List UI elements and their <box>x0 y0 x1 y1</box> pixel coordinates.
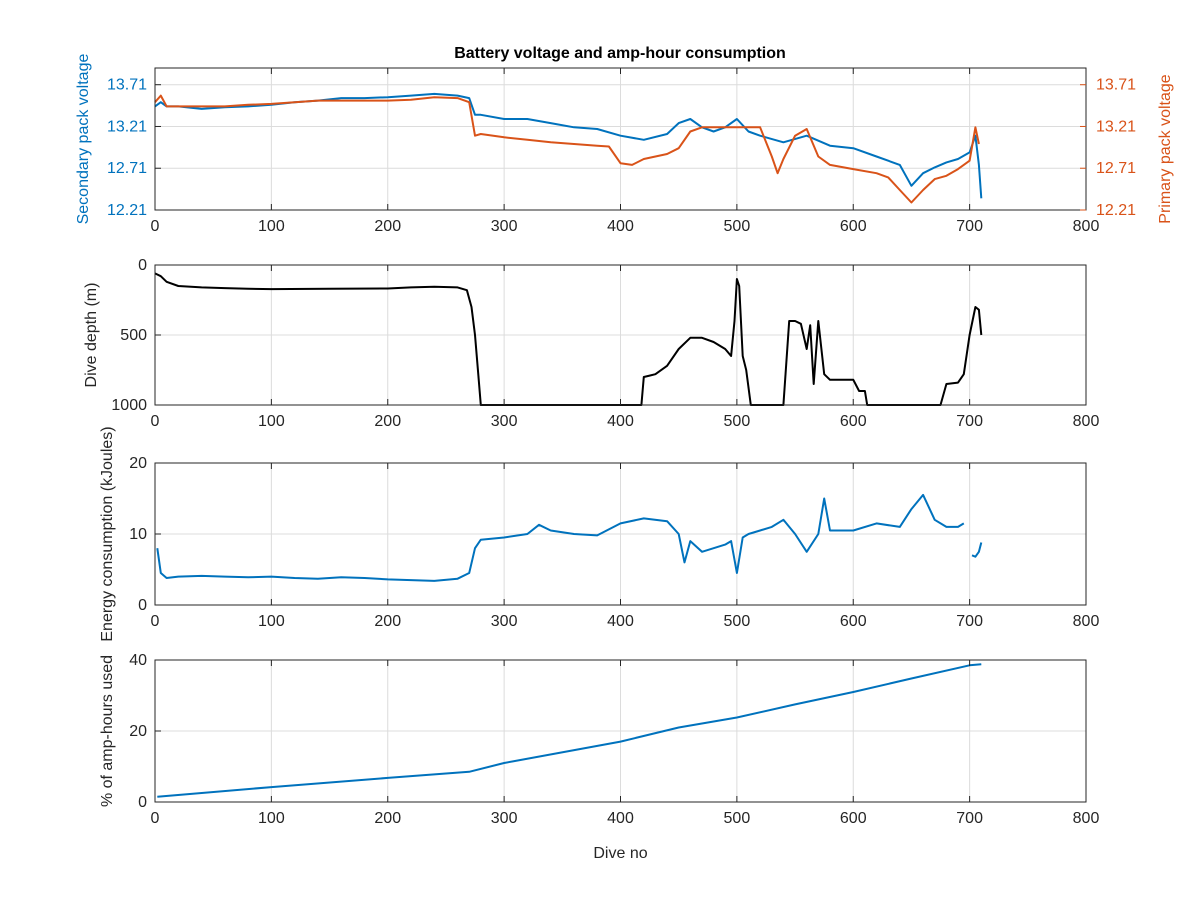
voltage-series-1-line <box>154 94 980 204</box>
amp-hours-x-axis-label: Dive no <box>593 845 647 862</box>
voltage-axes: 0 100 200 300 400 500 600 700 80012.2112.7113.21… <box>75 54 1174 235</box>
depth-y-tick-label: 0 <box>138 257 147 274</box>
depth-y-tick-label: 500 <box>120 327 147 344</box>
voltage-x-tick-label: 800 <box>1073 218 1100 235</box>
chart-title: Battery voltage and amp-hour consumption <box>454 45 786 62</box>
depth-x-tick-label: 600 <box>840 413 867 430</box>
energy-y-tick-label: 20 <box>129 455 147 472</box>
depth-y-axis-label: Dive depth (m) <box>83 283 100 388</box>
depth-x-tick-label: 100 <box>258 413 285 430</box>
voltage-x-tick-label: 400 <box>607 218 634 235</box>
energy-y-axis-label: Energy consumption (kJoules) <box>99 426 116 641</box>
amp-hours-x-tick-label: 700 <box>956 810 983 827</box>
energy-x-tick-label: 300 <box>491 613 518 630</box>
depth-x-tick-label: 0 <box>151 413 160 430</box>
voltage-x-tick-label: 700 <box>956 218 983 235</box>
amp-hours-series-0-line <box>157 663 982 798</box>
subplots: 0 100 200 300 400 500 600 700 80012.2112.7113.21… <box>75 54 1174 862</box>
voltage-y2-tick-label: 12.21 <box>1096 202 1136 219</box>
depth-x-tick-label: 300 <box>491 413 518 430</box>
depth-series-0-line <box>154 272 983 406</box>
depth-axes: 0 100 200 300 400 500 600 700 800 0 500 1000 Dive de… <box>83 257 1099 430</box>
voltage-y-axis-label: Secondary pack voltage <box>75 54 92 225</box>
energy-x-tick-label: 0 <box>151 613 160 630</box>
voltage-y2-tick-label: 12.71 <box>1096 160 1136 177</box>
energy-x-tick-label: 500 <box>724 613 751 630</box>
amp-hours-y-tick-label: 0 <box>138 794 147 811</box>
amp-hours-axes: 0 100 200 300 400 500 600 700 800 0 20 40 % of amp-h… <box>99 652 1099 862</box>
energy-x-tick-label: 200 <box>374 613 401 630</box>
energy-x-tick-label: 100 <box>258 613 285 630</box>
voltage-y-tick-label: 13.71 <box>107 77 147 94</box>
energy-series-0-line <box>156 493 965 582</box>
energy-axes: 0 100 200 300 400 500 600 700 800 0 10 20 Energy con… <box>99 426 1099 641</box>
amp-hours-y-tick-label: 40 <box>129 652 147 669</box>
depth-x-tick-label: 700 <box>956 413 983 430</box>
depth-x-tick-label: 200 <box>374 413 401 430</box>
depth-x-tick-label: 500 <box>724 413 751 430</box>
voltage-y2-tick-label: 13.71 <box>1096 77 1136 94</box>
amp-hours-y-axis-label: % of amp-hours used <box>99 655 116 807</box>
amp-hours-x-tick-label: 300 <box>491 810 518 827</box>
energy-y-tick-label: 10 <box>129 526 147 543</box>
energy-y-tick-label: 0 <box>138 597 147 614</box>
amp-hours-x-tick-label: 500 <box>724 810 751 827</box>
voltage-y-tick-label: 13.21 <box>107 118 147 135</box>
energy-x-tick-label: 800 <box>1073 613 1100 630</box>
amp-hours-x-tick-label: 200 <box>374 810 401 827</box>
amp-hours-x-tick-label: 100 <box>258 810 285 827</box>
voltage-y2-axis-label: Primary pack voltage <box>1157 74 1174 223</box>
amp-hours-x-tick-label: 0 <box>151 810 160 827</box>
voltage-y2-tick-label: 13.21 <box>1096 118 1136 135</box>
amp-hours-x-tick-label: 600 <box>840 810 867 827</box>
depth-x-tick-label: 400 <box>607 413 634 430</box>
energy-x-tick-label: 600 <box>840 613 867 630</box>
voltage-y-tick-label: 12.71 <box>107 160 147 177</box>
amp-hours-y-tick-label: 20 <box>129 723 147 740</box>
voltage-x-tick-label: 500 <box>724 218 751 235</box>
voltage-x-tick-label: 600 <box>840 218 867 235</box>
voltage-x-tick-label: 0 <box>151 218 160 235</box>
voltage-y-tick-label: 12.21 <box>107 202 147 219</box>
amp-hours-x-tick-label: 800 <box>1073 810 1100 827</box>
voltage-x-tick-label: 200 <box>374 218 401 235</box>
voltage-x-tick-label: 300 <box>491 218 518 235</box>
energy-x-tick-label: 700 <box>956 613 983 630</box>
amp-hours-x-tick-label: 400 <box>607 810 634 827</box>
voltage-x-tick-label: 100 <box>258 218 285 235</box>
energy-series-0-line-segment <box>971 542 983 558</box>
energy-x-tick-label: 400 <box>607 613 634 630</box>
depth-y-tick-label: 1000 <box>111 397 147 414</box>
depth-x-tick-label: 800 <box>1073 413 1100 430</box>
